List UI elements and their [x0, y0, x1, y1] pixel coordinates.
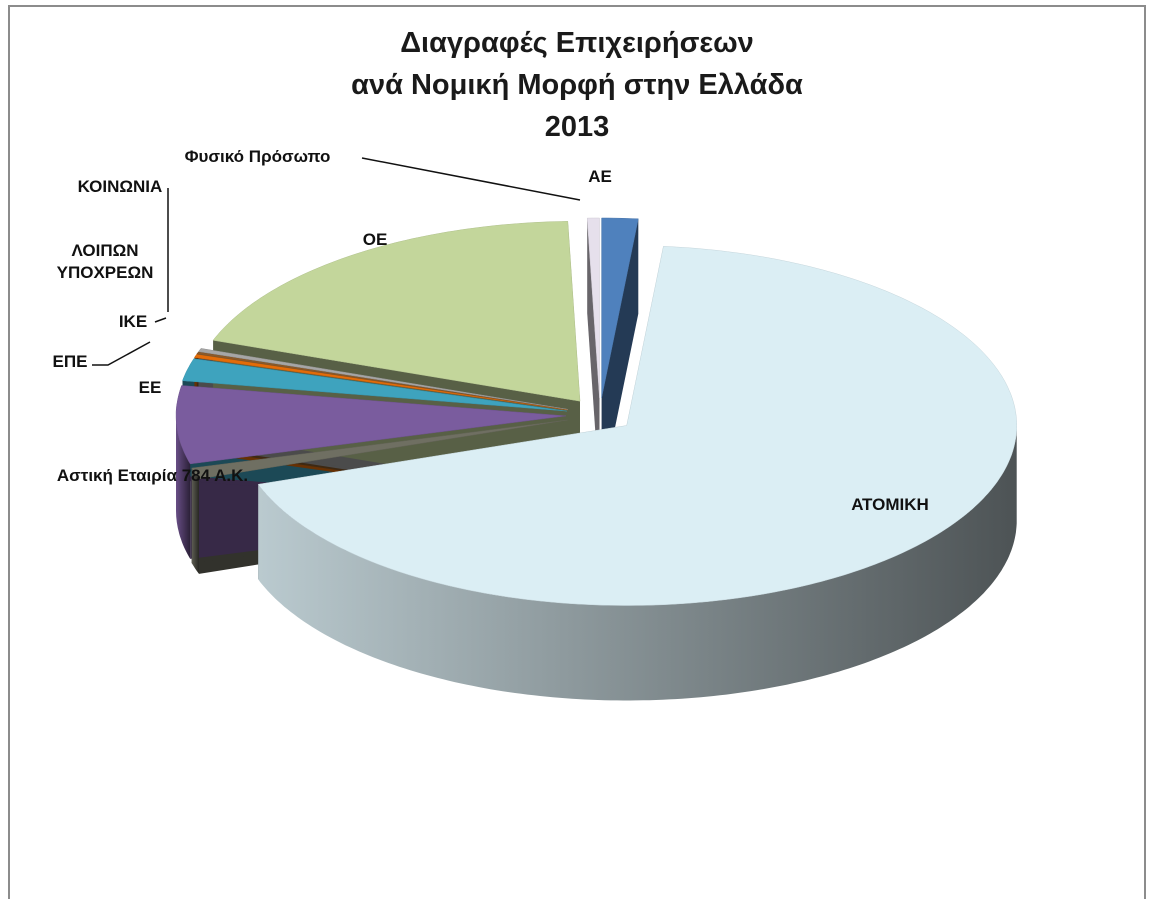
- slice: [601, 217, 639, 399]
- slice-label: Αστική Εταιρία 784 Α.Κ.: [56, 466, 249, 485]
- chart-frame: [8, 5, 1146, 899]
- slice: [175, 385, 567, 465]
- slice-side: [191, 468, 199, 574]
- slice-label: ΑΤΟΜΙΚΗ: [851, 495, 929, 514]
- slice-label: Φυσικό Πρόσωπο: [184, 147, 331, 166]
- leader-line: [154, 317, 167, 323]
- slice-label: ΕΕ: [138, 378, 162, 397]
- slice-label: ΕΠΕ: [52, 352, 88, 371]
- slice: [198, 348, 568, 410]
- slice-label: ΑΕ: [588, 167, 612, 186]
- slice-label: ΙΚΕ: [118, 312, 148, 331]
- slice: [191, 419, 568, 480]
- slice: [182, 358, 567, 412]
- slice-side: [258, 425, 1017, 701]
- slice: [586, 217, 600, 399]
- slice-wall: [587, 218, 600, 493]
- slice: [212, 221, 581, 402]
- slice: [196, 351, 568, 410]
- slice-wall: [601, 218, 639, 494]
- slice-side: [176, 415, 191, 559]
- chart-year: 2013: [544, 111, 610, 143]
- chart-subtitle: ανά Νομική Μορφή στην Ελλάδα: [351, 69, 803, 101]
- leader-line: [92, 341, 151, 366]
- slice-label: ΟΕ: [362, 230, 388, 249]
- slice-label: ΚΟΙΝΩΝΙΑ: [77, 177, 163, 196]
- leader-line: [361, 157, 581, 201]
- slice: [193, 354, 568, 411]
- chart-title: Διαγραφές Επιχειρήσεων: [400, 27, 754, 59]
- slice-label: ΛΟΙΠΩΝ ΥΠΟΧΡΕΩΝ: [56, 241, 154, 282]
- slice: [257, 246, 1017, 606]
